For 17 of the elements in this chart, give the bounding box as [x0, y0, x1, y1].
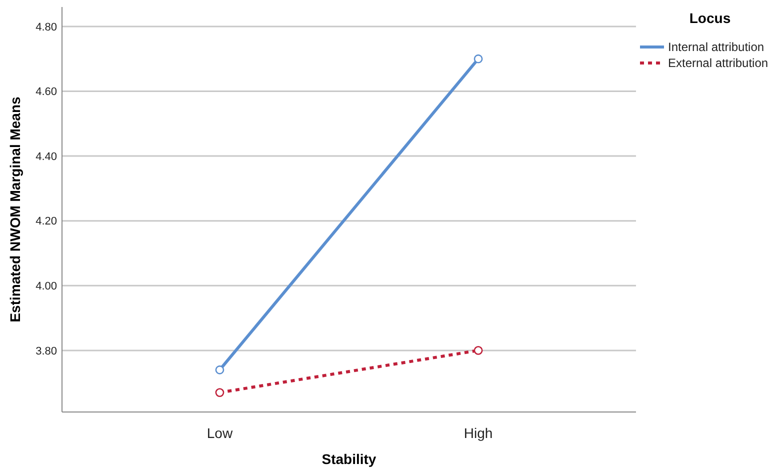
x-axis-title: Stability: [322, 451, 376, 467]
y-tick-label: 4.20: [36, 216, 57, 228]
x-tick-label: Low: [206, 425, 234, 441]
x-tick-label: High: [464, 425, 493, 441]
point: [215, 365, 224, 374]
y-tick-label: 4.40: [36, 150, 57, 163]
legend-label: Internal attribution: [668, 40, 764, 54]
point: [474, 54, 483, 64]
point: [474, 346, 483, 355]
y-axis-title: Estimated NWOM Marginal Means: [7, 96, 23, 322]
point: [215, 388, 224, 398]
legend-title: Locus: [689, 10, 731, 26]
legend-label: External attribution: [668, 56, 768, 70]
y-tick-label: 4.80: [36, 21, 57, 34]
y-tick-label: 3.80: [36, 345, 57, 358]
y-tick-label: 4.60: [36, 86, 57, 98]
y-tick-label: 4.00: [36, 280, 57, 292]
